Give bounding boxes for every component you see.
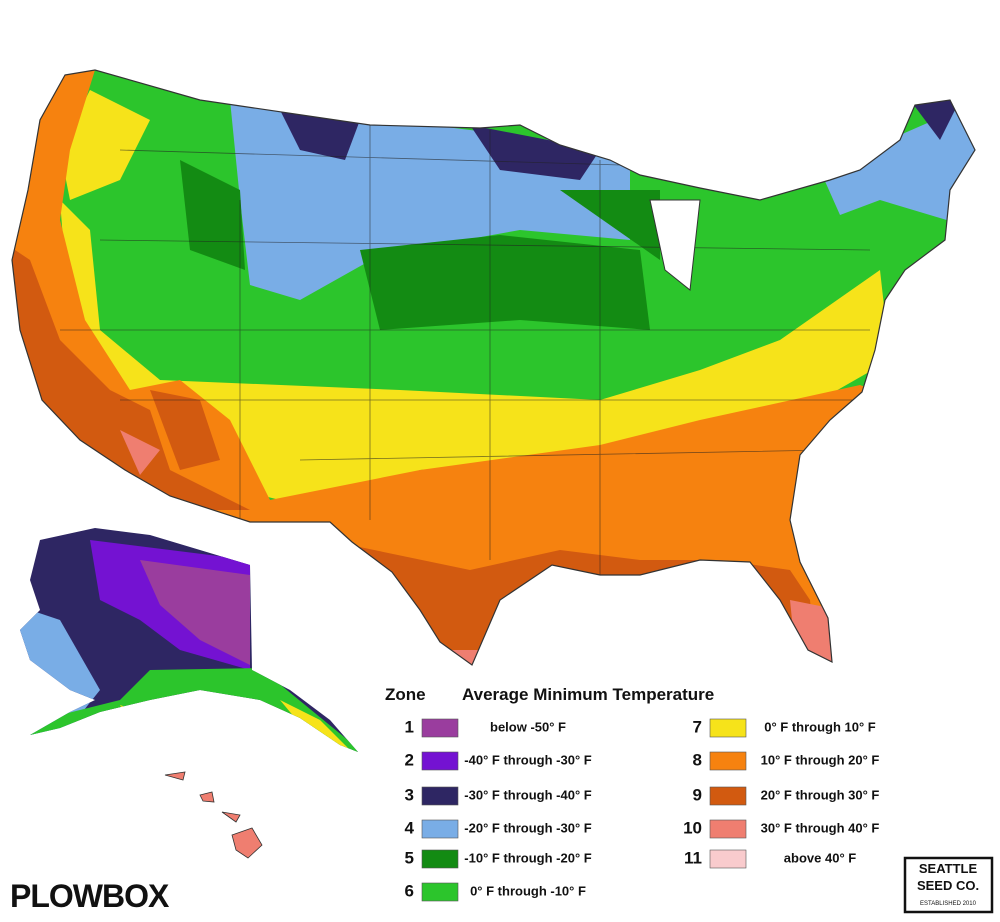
legend-zone-number: 5 — [405, 848, 414, 867]
legend-zone-number: 7 — [693, 717, 702, 736]
legend-label: 10° F through 20° F — [761, 752, 880, 767]
legend-zone-number: 8 — [693, 750, 702, 769]
legend-title: Average Minimum Temperature — [462, 685, 714, 704]
legend-swatch — [709, 819, 747, 839]
legend-swatch — [421, 849, 459, 869]
legend-swatch — [421, 819, 459, 839]
seattle-logo-line: ESTABLISHED 2010 — [920, 901, 977, 907]
alaska — [20, 528, 358, 752]
legend-swatch — [709, 786, 747, 806]
legend-swatch — [709, 849, 747, 869]
legend-zone-number: 1 — [405, 717, 414, 736]
legend-zone-number: 10 — [683, 818, 702, 837]
legend-zone-number: 6 — [405, 881, 414, 900]
legend-swatch — [421, 718, 459, 738]
legend-zone-number: 4 — [405, 818, 415, 837]
legend-label: 20° F through 30° F — [761, 787, 880, 802]
seattle-logo-line: SEATTLE — [919, 861, 978, 876]
legend-swatch — [421, 882, 459, 902]
legend-zone-header: Zone — [385, 685, 426, 704]
legend-swatch — [709, 718, 747, 738]
legend: Zone Average Minimum Temperature 1 below … — [385, 685, 880, 902]
legend-label: -40° F through -30° F — [464, 752, 591, 767]
legend-label: 0° F through 10° F — [764, 719, 876, 734]
plowbox-logo: PLOWBOX — [10, 878, 170, 914]
legend-swatch — [421, 751, 459, 771]
legend-zone-number: 2 — [405, 750, 414, 769]
legend-label: -10° F through -20° F — [464, 850, 591, 865]
legend-zone-number: 3 — [405, 785, 414, 804]
legend-label: 30° F through 40° F — [761, 820, 880, 835]
legend-zone-number: 11 — [684, 848, 702, 867]
legend-label: above 40° F — [784, 850, 856, 865]
legend-zone-number: 9 — [693, 785, 702, 804]
seattle-logo-line: SEED CO. — [917, 878, 979, 893]
legend-swatch — [421, 786, 459, 806]
legend-label: -20° F through -30° F — [464, 820, 591, 835]
seattle-logo-box — [903, 856, 994, 914]
legend-swatch — [709, 751, 747, 771]
legend-label: 0° F through -10° F — [470, 883, 586, 898]
hawaii — [164, 771, 263, 859]
legend-label: -30° F through -40° F — [464, 787, 591, 802]
legend-label: below -50° F — [490, 719, 566, 734]
